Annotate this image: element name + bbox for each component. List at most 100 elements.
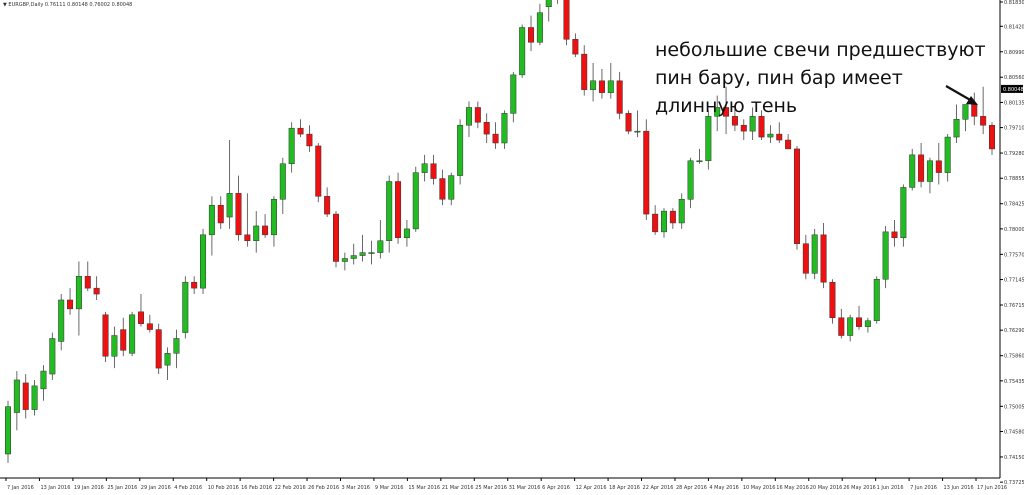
- candle: [909, 148, 916, 191]
- bull-candle-body: [678, 199, 685, 224]
- x-tick-label: 12 Apr 2016: [576, 485, 607, 491]
- candle: [847, 314, 854, 342]
- x-tick-label: 13 Jan 2016: [40, 485, 70, 491]
- candle: [235, 175, 242, 241]
- bull-candle-body: [200, 234, 207, 289]
- candle: [270, 196, 277, 247]
- bull-candle-body: [519, 27, 526, 76]
- candle: [403, 220, 410, 247]
- bear-candle-body: [572, 39, 579, 55]
- candle: [557, 0, 559, 4]
- bear-candle-body: [625, 113, 632, 132]
- candle: [661, 208, 667, 238]
- candle: [208, 196, 215, 256]
- x-tick-label: 10 Feb 2016: [208, 485, 239, 491]
- bear-candle-body: [643, 130, 650, 215]
- candle: [793, 145, 800, 250]
- candle: [838, 308, 845, 339]
- bear-candle-body: [67, 299, 74, 310]
- y-tick-label: 0.74580: [1004, 429, 1024, 435]
- bull-candle-body: [359, 252, 366, 256]
- candle: [67, 288, 74, 315]
- bull-candle-body: [226, 193, 233, 218]
- y-tick-label: 0.75435: [1004, 379, 1024, 385]
- candle: [84, 261, 91, 292]
- candle: [581, 45, 588, 96]
- bear-candle-body: [723, 107, 730, 117]
- candle: [740, 119, 747, 141]
- candle: [900, 184, 907, 247]
- annotation-line-2: пин бару, пин бар имеет: [655, 67, 903, 89]
- bull-candle-body: [696, 160, 703, 163]
- x-tick-label: 26 Feb 2016: [308, 485, 339, 491]
- bull-candle-body: [412, 172, 419, 230]
- candle: [696, 148, 703, 164]
- candle: [368, 240, 375, 265]
- bull-candle-body: [714, 107, 721, 117]
- bear-candle-body: [102, 314, 109, 357]
- y-tick-label: 0.74150: [1004, 455, 1024, 461]
- candle: [652, 205, 659, 235]
- bull-candle-body: [208, 204, 215, 236]
- candle: [173, 329, 180, 369]
- bear-candle-body: [652, 213, 659, 233]
- axes-layer: [0, 0, 1003, 483]
- x-tick-label: 21 Mar 2016: [442, 485, 474, 491]
- y-tick-label: 0.77145: [1004, 278, 1024, 284]
- candle: [519, 24, 526, 78]
- candle: [483, 113, 490, 143]
- x-tick-label: 18 Apr 2016: [609, 485, 640, 491]
- x-tick-label: 7 Jun 2016: [910, 485, 937, 491]
- candle: [634, 110, 641, 138]
- bear-candle-body: [235, 193, 242, 236]
- bear-candle-body: [333, 213, 339, 262]
- x-tick-label: 15 Mar 2016: [408, 485, 440, 491]
- bull-candle-body: [590, 80, 597, 90]
- candle: [625, 110, 632, 135]
- y-tick-label: 0.79280: [1004, 151, 1024, 157]
- x-tick-label: 19 Jan 2016: [74, 485, 104, 491]
- candle: [182, 276, 189, 339]
- candle: [492, 122, 499, 149]
- x-tick-label: 6 Apr 2016: [542, 485, 570, 491]
- bear-candle-body: [439, 178, 446, 200]
- y-tick-label: 0.75005: [1004, 404, 1024, 410]
- bull-candle-body: [749, 116, 756, 132]
- bull-candle-body: [5, 406, 11, 455]
- candle: [288, 122, 295, 173]
- candle: [13, 371, 20, 431]
- candle: [448, 172, 455, 206]
- bear-candle-body: [528, 27, 535, 43]
- bull-candle-body: [279, 163, 286, 200]
- y-tick-label: 0.77570: [1004, 252, 1024, 258]
- candle: [590, 63, 597, 102]
- bull-candle-body: [545, 0, 552, 7]
- bull-candle-body: [909, 154, 916, 188]
- pin-bar-arrow: [945, 85, 978, 105]
- bull-candle-body: [705, 116, 712, 162]
- candle: [297, 119, 304, 138]
- x-tick-label: 22 Feb 2016: [275, 485, 306, 491]
- bull-candle-body: [926, 160, 933, 182]
- bear-candle-body: [492, 133, 499, 144]
- bear-candle-body: [324, 196, 331, 215]
- x-tick-label: 17 Jun 2016: [977, 485, 1007, 491]
- candle: [545, 0, 552, 22]
- candle: [989, 122, 995, 155]
- x-tick-label: 29 Jan 2016: [141, 485, 171, 491]
- candle: [137, 294, 144, 327]
- candle: [120, 317, 127, 357]
- bear-candle-body: [935, 160, 942, 173]
- x-tick-label: 16 May 2016: [776, 485, 809, 491]
- x-tick-label: 13 Jun 2016: [944, 485, 974, 491]
- candle: [669, 208, 676, 229]
- candle: [705, 110, 712, 170]
- bear-candle-body: [740, 124, 747, 132]
- bear-candle-body: [22, 382, 29, 410]
- bear-candle-body: [856, 317, 863, 327]
- bear-candle-body: [315, 145, 322, 197]
- bear-candle-body: [244, 234, 251, 241]
- x-tick-label: 28 Apr 2016: [676, 485, 707, 491]
- candle: [528, 15, 535, 52]
- bull-candle-body: [13, 379, 20, 413]
